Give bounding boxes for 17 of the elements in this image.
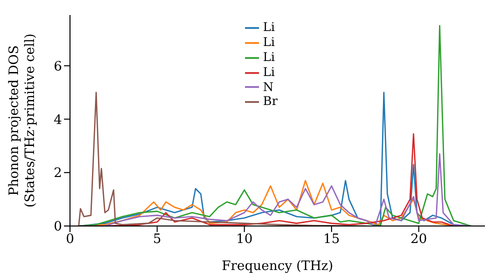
y-tick-label: 4	[54, 112, 62, 128]
x-axis-title: Frequency (THz)	[222, 259, 334, 274]
y-axis-title: Phonon projected DOS (States/THz·primitive cell)	[7, 33, 38, 208]
legend-label: Li	[263, 64, 275, 79]
x-tick-label: 15	[323, 232, 340, 248]
x-tick-label: 5	[153, 232, 162, 248]
legend-label: Li	[263, 50, 275, 64]
y-tick-label: 2	[54, 166, 62, 182]
legend-label: Li	[263, 34, 275, 49]
y-tick-label: 0	[54, 220, 62, 235]
x-tick-label: 10	[236, 232, 253, 248]
legend-label: N	[263, 80, 274, 94]
x-tick-label: 0	[66, 232, 74, 248]
y-tick-label: 6	[54, 59, 62, 74]
x-tick-label: 20	[410, 232, 428, 248]
legend-label: Br	[263, 94, 278, 108]
legend-label: Li	[263, 20, 275, 34]
